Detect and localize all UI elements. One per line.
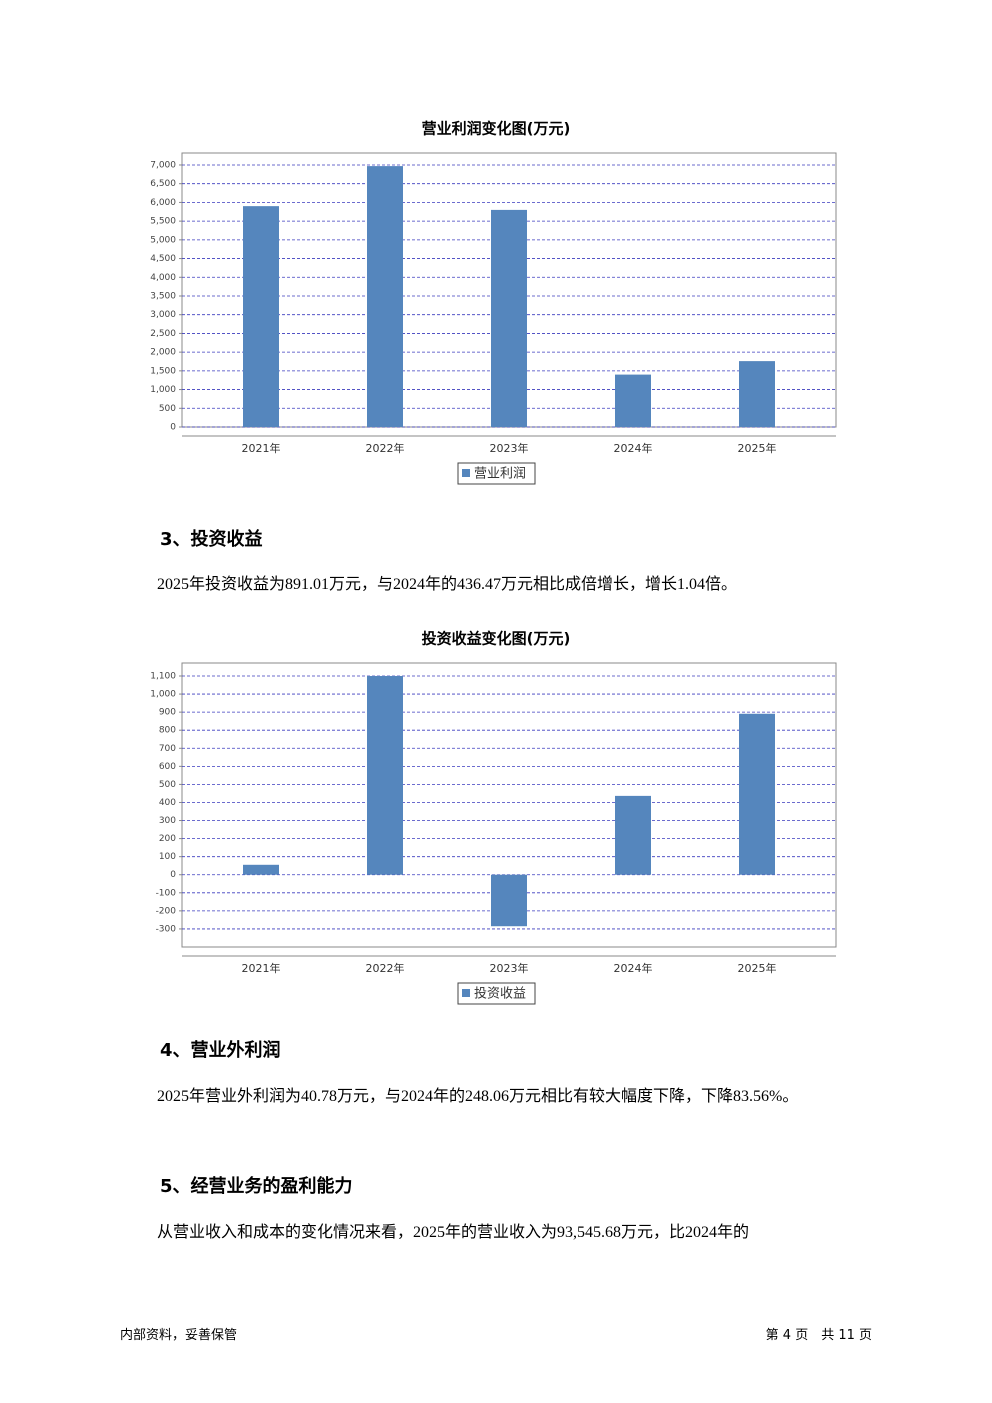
bar — [491, 209, 527, 427]
x-tick-label: 2023年 — [490, 961, 529, 975]
y-tick-label: 800 — [159, 726, 176, 736]
y-tick-label: 400 — [159, 798, 176, 808]
y-tick-label: 5,500 — [150, 217, 176, 227]
y-tick-label: 7,000 — [150, 160, 176, 170]
bar — [615, 795, 651, 875]
x-tick-label: 2024年 — [614, 441, 653, 455]
y-tick-label: 500 — [159, 780, 176, 790]
x-tick-label: 2025年 — [738, 441, 777, 455]
legend-box — [457, 462, 536, 485]
bar — [243, 206, 279, 427]
chart: 投资收益变化图(万元) -300 -200 -100 0 100 200 300 400 500 6… — [150, 630, 837, 1005]
heading: 5、经营业务的盈利能力 — [160, 1176, 353, 1197]
y-tick-label: 100 — [159, 852, 176, 862]
y-tick-label: 0 — [170, 423, 176, 433]
legend-label: 营业利润 — [474, 467, 526, 482]
y-tick-label: 3,500 — [150, 291, 176, 301]
y-tick-label: 900 — [159, 708, 176, 718]
x-tick-label: 2022年 — [366, 441, 405, 455]
y-tick-label: 2,500 — [150, 329, 176, 339]
x-tick-label: 2021年 — [242, 961, 281, 975]
y-tick-label: 4,000 — [150, 273, 176, 283]
x-tick-label: 2024年 — [614, 961, 653, 975]
paragraph: 2025年营业外利润为40.78万元，与2024年的248.06万元相比有较大幅… — [157, 1088, 799, 1105]
bar — [739, 361, 775, 427]
bar — [243, 864, 279, 875]
y-tick-label: 1,000 — [150, 690, 176, 700]
paragraph: 2025年投资收益为891.01万元，与2024年的436.47万元相比成倍增长… — [157, 576, 738, 593]
y-tick-label: 3,000 — [150, 310, 176, 320]
y-tick-label: -300 — [156, 924, 177, 934]
y-tick-label: 5,000 — [150, 235, 176, 245]
footer-left: 内部资料，妥善保管 — [120, 1328, 238, 1343]
y-tick-label: 1,500 — [150, 366, 176, 376]
y-tick-label: 300 — [159, 816, 176, 826]
y-tick-label: 4,500 — [150, 254, 176, 264]
y-tick-label: 500 — [159, 404, 176, 414]
x-tick-label: 2021年 — [242, 441, 281, 455]
bar — [615, 374, 651, 427]
chart-title: 营业利润变化图(万元) — [422, 120, 571, 138]
heading: 3、投资收益 — [160, 529, 263, 550]
bar — [491, 874, 527, 927]
y-tick-label: 700 — [159, 744, 176, 754]
legend-box — [457, 982, 536, 1005]
plot-frame — [181, 662, 837, 948]
x-tick-label: 2022年 — [366, 961, 405, 975]
y-tick-label: -200 — [156, 906, 177, 916]
legend-label: 投资收益 — [474, 986, 526, 1002]
y-tick-label: 600 — [159, 762, 176, 772]
heading: 4、营业外利润 — [160, 1040, 281, 1061]
y-tick-label: 1,100 — [150, 672, 176, 682]
y-tick-label: 2,000 — [150, 348, 176, 358]
legend-swatch — [462, 469, 470, 477]
legend-swatch — [462, 989, 470, 997]
bar — [367, 676, 403, 875]
y-tick-label: 0 — [170, 870, 176, 880]
bar — [739, 713, 775, 875]
y-tick-label: 6,500 — [150, 179, 176, 189]
bar — [367, 166, 403, 428]
x-tick-label: 2025年 — [738, 961, 777, 975]
chart: 营业利润变化图(万元) 0 500 1,000 1,500 2,000 2,500 3,000… — [150, 120, 837, 485]
footer-right: 第 4 页 共 11 页 — [765, 1328, 872, 1343]
y-tick-label: 1,000 — [150, 385, 176, 395]
x-tick-label: 2023年 — [490, 441, 529, 455]
y-tick-label: 200 — [159, 834, 176, 844]
paragraph: 从营业收入和成本的变化情况来看，2025年的营业收入为93,545.68万元，比… — [157, 1224, 750, 1241]
y-tick-label: -100 — [156, 888, 177, 898]
chart-title: 投资收益变化图(万元) — [422, 630, 571, 648]
y-tick-label: 6,000 — [150, 198, 176, 208]
